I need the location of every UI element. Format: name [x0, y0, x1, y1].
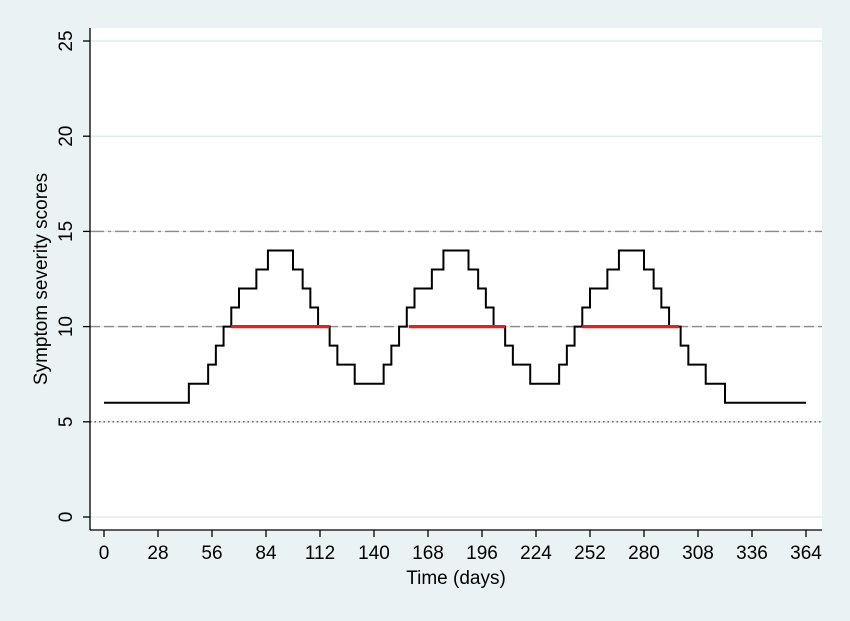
- x-tick-label: 168: [412, 543, 444, 564]
- y-tick-label: 25: [56, 30, 77, 51]
- plot-area: [90, 28, 822, 530]
- x-axis-title: Time (days): [406, 568, 506, 589]
- y-tick-label: 0: [56, 512, 77, 523]
- x-tick-label: 0: [99, 543, 110, 564]
- y-tick-label: 20: [56, 126, 77, 147]
- x-tick-label: 28: [147, 543, 168, 564]
- y-tick-label: 10: [56, 316, 77, 337]
- step-line: [104, 249, 806, 404]
- x-tick-label: 196: [466, 543, 498, 564]
- x-tick-label: 252: [574, 543, 606, 564]
- x-tick-label: 224: [520, 543, 552, 564]
- y-axis-title: Symptom severity scores: [31, 173, 52, 385]
- x-tick-label: 84: [255, 543, 277, 564]
- x-tick-label: 112: [305, 543, 335, 564]
- y-tick-label: 5: [56, 417, 77, 428]
- y-tick-label: 15: [56, 221, 77, 242]
- x-tick-label: 280: [628, 543, 660, 564]
- x-tick-label: 56: [201, 543, 222, 564]
- x-tick-label: 336: [736, 543, 768, 564]
- x-tick-label: 140: [358, 543, 390, 564]
- x-tick-label: 308: [682, 543, 714, 564]
- x-tick-label: 364: [790, 543, 822, 564]
